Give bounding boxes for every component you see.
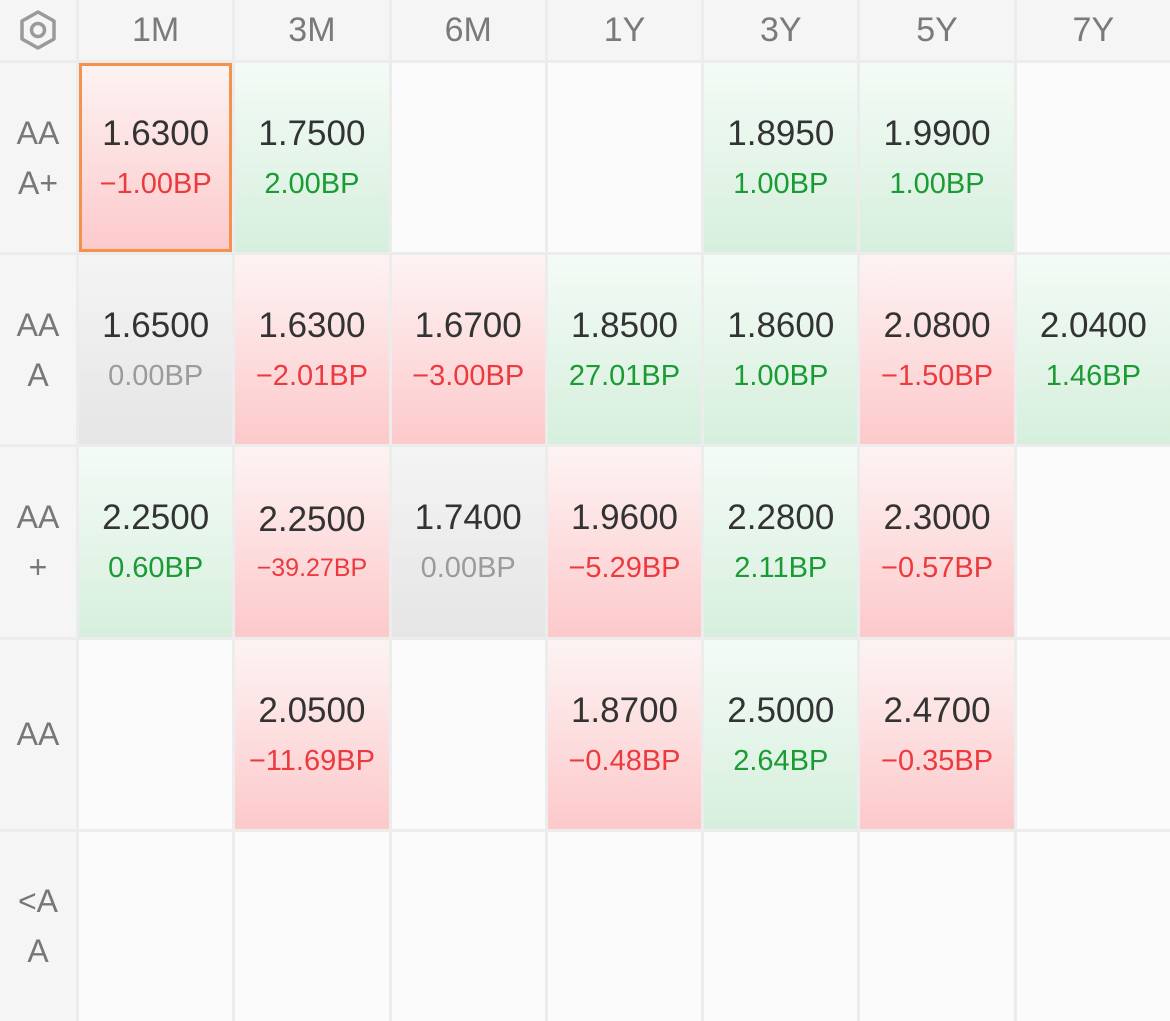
bp-change: −5.29BP xyxy=(568,552,681,585)
quote-cell[interactable]: 1.9600 −5.29BP xyxy=(547,447,702,637)
yield-value: 2.4700 xyxy=(883,690,991,730)
bp-change: 1.46BP xyxy=(1045,360,1141,393)
row-label-text: AAA xyxy=(16,306,60,393)
yield-value: 1.6700 xyxy=(414,306,522,346)
bp-change: −3.00BP xyxy=(412,360,525,393)
quote-cell[interactable]: 2.4700 −0.35BP xyxy=(860,639,1014,829)
bp-change: −2.01BP xyxy=(255,360,368,393)
bp-change: 1.00BP xyxy=(733,168,829,201)
quote-cell[interactable] xyxy=(1016,447,1170,637)
bp-change: −39.27BP xyxy=(256,554,368,583)
yield-value: 1.6300 xyxy=(102,114,210,154)
quote-cell[interactable] xyxy=(1016,63,1170,253)
row-label: AAA xyxy=(0,255,76,445)
bp-change: 0.00BP xyxy=(420,552,516,585)
quote-cell[interactable]: 1.7500 2.00BP xyxy=(235,63,389,253)
quote-cell[interactable] xyxy=(547,831,702,1021)
quote-cell[interactable]: 2.0800 −1.50BP xyxy=(860,255,1014,445)
bp-change: −1.50BP xyxy=(881,360,994,393)
yield-value: 2.2500 xyxy=(258,500,366,540)
yield-value: 2.2500 xyxy=(102,498,210,538)
quote-cell[interactable]: 1.6700 −3.00BP xyxy=(391,255,545,445)
quote-cell[interactable]: 1.8700 −0.48BP xyxy=(547,639,702,829)
quote-cell[interactable] xyxy=(391,639,545,829)
quote-cell[interactable] xyxy=(1016,639,1170,829)
quote-cell[interactable]: 2.0500 −11.69BP xyxy=(235,639,389,829)
row-label-text: AAA+ xyxy=(16,114,60,201)
bp-change: 0.00BP xyxy=(108,360,204,393)
yield-value: 2.0800 xyxy=(883,306,991,346)
yield-value: 1.8950 xyxy=(727,114,835,154)
yield-value: 1.6500 xyxy=(102,306,210,346)
quote-cell[interactable]: 2.0400 1.46BP xyxy=(1016,255,1170,445)
row-label: <AA xyxy=(0,831,76,1021)
quote-cell[interactable]: 1.9900 1.00BP xyxy=(860,63,1014,253)
column-header-5y[interactable]: 5Y xyxy=(860,0,1014,60)
column-header-3y[interactable]: 3Y xyxy=(704,0,858,60)
quote-cell[interactable]: 2.5000 2.64BP xyxy=(704,639,858,829)
bp-change: 2.64BP xyxy=(733,744,829,777)
yield-value: 1.6300 xyxy=(258,306,366,346)
row-label-text: AA+ xyxy=(16,498,60,585)
yield-value: 2.0400 xyxy=(1039,306,1147,346)
quote-cell[interactable]: 2.3000 −0.57BP xyxy=(860,447,1014,637)
bp-change: 1.00BP xyxy=(733,360,829,393)
quote-cell[interactable]: 1.7400 0.00BP xyxy=(391,447,545,637)
quote-cell[interactable] xyxy=(860,831,1014,1021)
row-label-text: <AA xyxy=(17,883,59,970)
quote-cell[interactable] xyxy=(1016,831,1170,1021)
column-header-3m[interactable]: 3M xyxy=(235,0,389,60)
quote-cell[interactable]: 1.6300 −2.01BP xyxy=(235,255,389,445)
yield-value: 1.8700 xyxy=(570,690,679,730)
yield-value: 2.3000 xyxy=(883,498,991,538)
column-header-7y[interactable]: 7Y xyxy=(1016,0,1170,60)
quote-cell[interactable]: 2.2800 2.11BP xyxy=(704,447,858,637)
yield-value: 2.2800 xyxy=(727,498,835,538)
column-header-1y[interactable]: 1Y xyxy=(547,0,702,60)
bp-change: 0.60BP xyxy=(108,552,204,585)
quote-cell[interactable] xyxy=(79,831,233,1021)
yield-value: 1.9600 xyxy=(570,498,679,538)
quote-cell[interactable]: 1.8600 1.00BP xyxy=(704,255,858,445)
bp-change: −0.57BP xyxy=(881,552,994,585)
bp-change: 2.11BP xyxy=(734,552,828,585)
bp-change: −1.00BP xyxy=(99,168,212,201)
quote-cell[interactable]: 2.2500 0.60BP xyxy=(79,447,233,637)
quote-cell[interactable] xyxy=(235,831,389,1021)
yield-value: 2.0500 xyxy=(258,690,366,730)
yield-value: 1.7500 xyxy=(258,114,366,154)
quote-cell[interactable] xyxy=(391,831,545,1021)
bp-change: 27.01BP xyxy=(568,360,681,393)
yield-value: 1.8600 xyxy=(727,306,835,346)
bp-change: −0.35BP xyxy=(881,744,994,777)
quote-cell[interactable] xyxy=(704,831,858,1021)
settings-hexagon-icon[interactable] xyxy=(0,0,76,60)
bp-change: −11.69BP xyxy=(248,744,375,777)
bp-change: 1.00BP xyxy=(889,168,985,201)
quote-cell[interactable] xyxy=(547,63,702,253)
quote-cell[interactable] xyxy=(79,639,233,829)
row-label: AA+ xyxy=(0,447,76,637)
row-label: AAA+ xyxy=(0,63,76,253)
quote-cell[interactable]: 1.6300 −1.00BP xyxy=(79,63,233,253)
row-label: AA xyxy=(0,639,76,829)
column-header-1m[interactable]: 1M xyxy=(79,0,233,60)
quote-cell[interactable] xyxy=(391,63,545,253)
quote-cell[interactable]: 1.8950 1.00BP xyxy=(704,63,858,253)
quote-cell[interactable]: 1.8500 27.01BP xyxy=(547,255,702,445)
quote-cell[interactable]: 2.2500 −39.27BP xyxy=(235,447,389,637)
quote-cell[interactable]: 1.6500 0.00BP xyxy=(79,255,233,445)
yield-value: 1.7400 xyxy=(414,498,522,538)
yield-value: 1.9900 xyxy=(883,114,991,154)
bp-change: 2.00BP xyxy=(264,168,360,201)
column-header-6m[interactable]: 6M xyxy=(391,0,545,60)
row-label-text: AA xyxy=(16,716,60,753)
bp-change: −0.48BP xyxy=(568,744,681,777)
yield-value: 2.5000 xyxy=(727,690,835,730)
yield-value: 1.8500 xyxy=(570,306,679,346)
